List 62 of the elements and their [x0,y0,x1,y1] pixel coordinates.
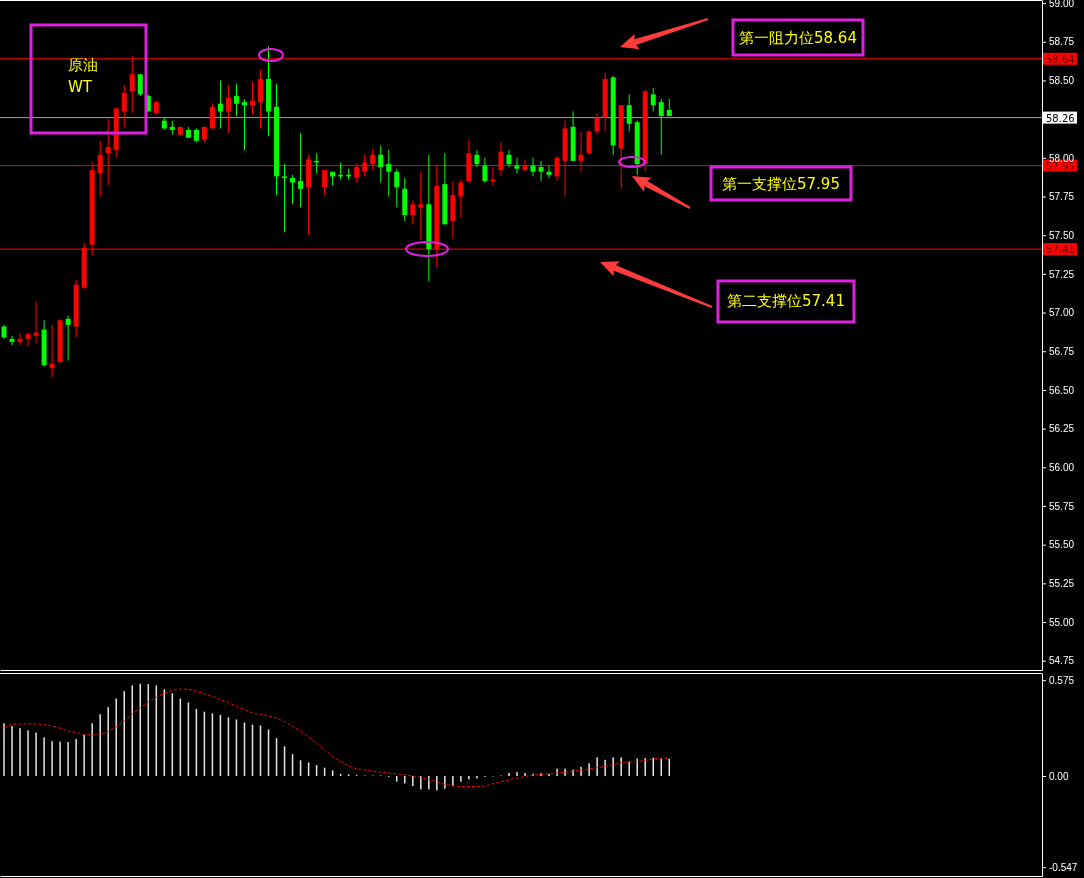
candlestick [137,73,143,97]
candlestick [217,79,223,129]
y-tick-label: -0.547 [1049,861,1078,873]
y-tick-label: 54.75 [1049,655,1075,667]
y-tick-label: 56.50 [1049,384,1075,396]
line-series [3,688,670,787]
y-tick-label: 59.00 [1049,0,1075,9]
candlestick [298,132,304,208]
candlestick [394,168,400,208]
candlestick [258,69,263,129]
candlestick [233,83,239,117]
candlestick [410,200,416,225]
y-tick-label: 57.25 [1049,268,1075,280]
y-tick-label: 56.75 [1049,345,1075,357]
candlestick [17,332,23,346]
candlestick [586,129,592,156]
y-tick-label: 55.25 [1049,578,1075,590]
candlestick [506,149,512,168]
candlestick [546,165,552,179]
candlestick [65,315,71,362]
y-tick-label: 55.75 [1049,500,1075,512]
candlestick [282,163,288,233]
candlestick [530,157,536,177]
candlestick [658,98,664,156]
candlestick [458,178,464,219]
y-tick-label: 58.75 [1049,36,1075,48]
y-tick-label: 55.50 [1049,539,1075,551]
annotation: 第一阻力位58.64 [739,29,857,47]
candlestick [378,144,384,184]
candlestick [386,149,392,198]
y-tick-label: 57.50 [1049,229,1075,241]
candlestick [25,332,31,348]
annotation: 第二支撑位57.41 [727,292,845,310]
candlestick [482,157,488,184]
y-tick-label: 0.00 [1049,770,1069,782]
ref-line-label: 57.41 [1046,244,1075,256]
candlestick [225,84,231,134]
candlestick [9,335,15,346]
y-tick-label: 0.575 [1049,674,1075,686]
candlestick [33,301,39,345]
candlestick [474,149,480,168]
candlestick [514,157,520,174]
y-tick-label: 56.00 [1049,462,1075,473]
candlestick [650,87,656,112]
y-tick-label: 57.00 [1049,307,1075,319]
candlestick [121,84,127,128]
candlestick [322,169,328,196]
candlestick [241,98,247,151]
ref-line-label: 58.64 [1046,53,1075,65]
y-tick-label: 55.00 [1049,616,1075,628]
candlestick [418,171,424,241]
y-tick-label: 56.25 [1049,423,1075,435]
candlestick [538,160,544,182]
candlestick [626,93,632,133]
annotation: 第一支撑位57.95 [722,175,840,193]
y-tick-label: 57.75 [1049,191,1075,203]
candlestick [290,174,296,205]
candlestick [594,112,600,136]
ref-line-label: 58.26 [1046,112,1075,124]
annotation: 原油 WT [68,56,98,96]
y-tick-label: 58.50 [1049,75,1075,87]
candlestick [209,103,215,129]
